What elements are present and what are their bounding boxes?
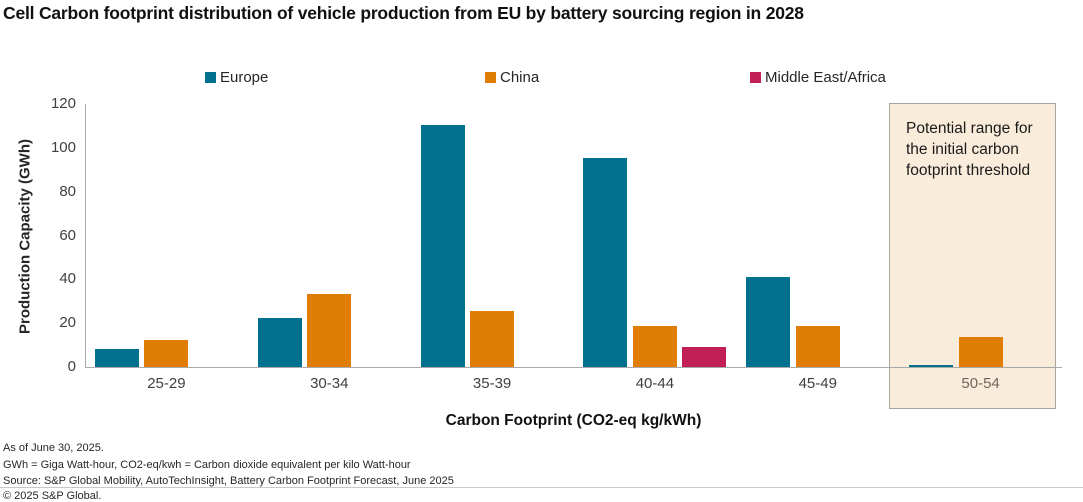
china-legend-swatch-icon — [485, 71, 496, 83]
y-tick-label: 100 — [50, 138, 76, 156]
footnote-definitions: GWh = Giga Watt-hour, CO2-eq/kwh = Carbo… — [3, 459, 411, 471]
bar-europe-30-34 — [257, 318, 302, 367]
bar-europe-40-44 — [583, 158, 628, 367]
footer-divider — [0, 487, 1083, 488]
bar-china-35-39 — [470, 311, 515, 367]
bar-europe-25-29 — [94, 349, 139, 367]
x-axis-line — [85, 367, 1062, 368]
legend-item-china: China — [485, 68, 540, 86]
y-tick-label: 20 — [59, 314, 76, 332]
bar-middle-east-africa-40-44 — [682, 347, 727, 367]
x-category-label-45-49: 45-49 — [798, 375, 837, 392]
bar-europe-35-39 — [420, 125, 465, 367]
legend-item-europe: Europe — [205, 68, 269, 86]
y-tick-label: 0 — [67, 358, 76, 375]
x-category-label-30-34: 30-34 — [310, 375, 349, 392]
bar-europe-45-49 — [746, 277, 791, 367]
x-category-label-35-39: 35-39 — [472, 375, 512, 392]
x-category-label-25-29: 25-29 — [147, 375, 186, 392]
x-category-label-40-44: 40-44 — [635, 375, 675, 392]
footnote-source: Source: S&P Global Mobility, AutoTechIns… — [3, 475, 454, 487]
middle-east-africa-legend-swatch-icon — [750, 71, 761, 83]
bar-europe-50-54 — [909, 365, 954, 367]
bar-china-40-44 — [632, 326, 677, 367]
copyright-text: © 2025 S&P Global. — [3, 490, 102, 502]
bar-china-25-29 — [144, 340, 189, 367]
legend-item-middle-east-africa: Middle East/Africa — [750, 68, 886, 86]
bar-china-50-54 — [958, 337, 1003, 367]
x-axis-title: Carbon Footprint (CO2-eq kg/kWh) — [445, 412, 702, 429]
footnote-as-of-date: As of June 30, 2025. — [3, 442, 104, 454]
europe-legend-swatch-icon — [205, 71, 216, 83]
chart-title: Cell Carbon footprint distribution of ve… — [3, 3, 804, 23]
legend-label-europe: Europe — [220, 68, 269, 86]
legend-label-middle-east-africa: Middle East/Africa — [765, 68, 886, 86]
y-tick-label: 60 — [59, 226, 76, 244]
y-axis-line — [85, 104, 86, 367]
bar-china-45-49 — [795, 326, 840, 367]
x-category-label-50-54: 50-54 — [961, 375, 1000, 392]
y-tick-label: 40 — [59, 270, 76, 288]
y-tick-label: 80 — [59, 182, 76, 200]
y-tick-label: 120 — [50, 95, 76, 112]
bar-china-30-34 — [307, 294, 352, 367]
legend-label-china: China — [500, 68, 540, 86]
threshold-annotation: Potential range for the initial carbon f… — [906, 120, 1033, 179]
